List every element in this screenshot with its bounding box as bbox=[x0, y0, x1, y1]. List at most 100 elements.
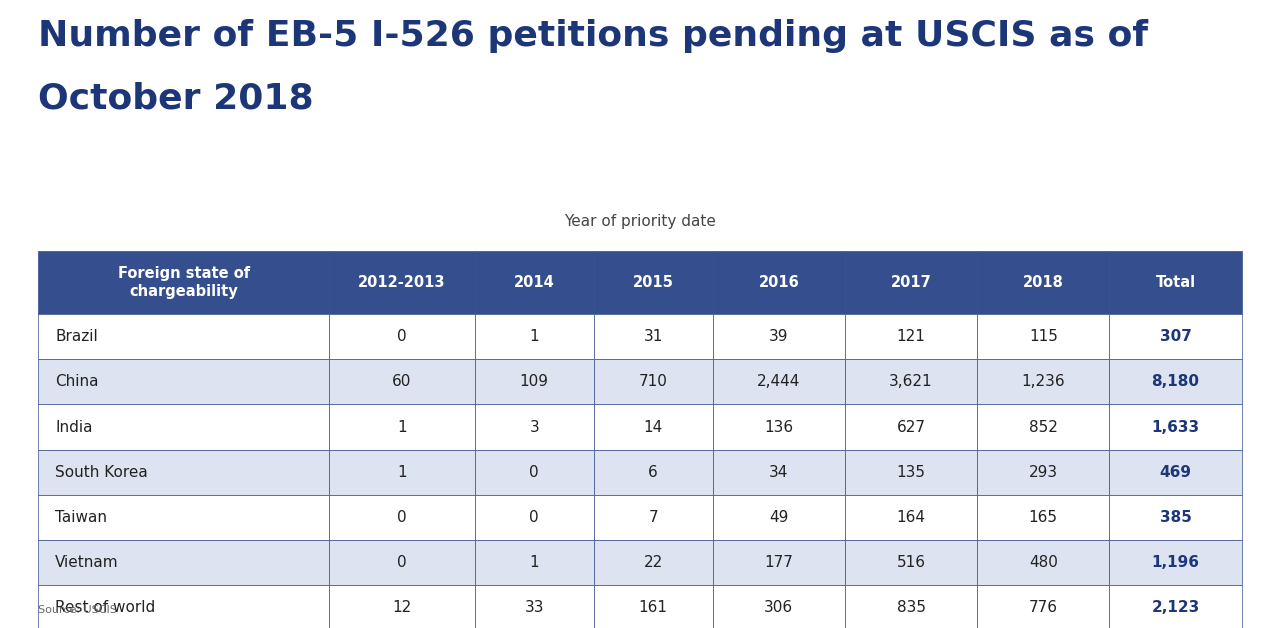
FancyBboxPatch shape bbox=[594, 585, 713, 628]
Text: 2017: 2017 bbox=[891, 275, 932, 290]
Text: India: India bbox=[55, 420, 92, 435]
Text: 385: 385 bbox=[1160, 510, 1192, 525]
FancyBboxPatch shape bbox=[594, 251, 713, 314]
FancyBboxPatch shape bbox=[977, 450, 1110, 495]
Text: 14: 14 bbox=[644, 420, 663, 435]
Text: 2,123: 2,123 bbox=[1152, 600, 1199, 615]
Text: 161: 161 bbox=[639, 600, 668, 615]
FancyBboxPatch shape bbox=[38, 251, 329, 314]
Text: 306: 306 bbox=[764, 600, 794, 615]
FancyBboxPatch shape bbox=[594, 540, 713, 585]
FancyBboxPatch shape bbox=[329, 540, 475, 585]
FancyBboxPatch shape bbox=[38, 495, 329, 540]
Text: 135: 135 bbox=[896, 465, 925, 480]
Text: 2012-2013: 2012-2013 bbox=[358, 275, 445, 290]
Text: 1,633: 1,633 bbox=[1152, 420, 1199, 435]
FancyBboxPatch shape bbox=[475, 404, 594, 450]
Text: 177: 177 bbox=[764, 555, 794, 570]
FancyBboxPatch shape bbox=[713, 450, 845, 495]
FancyBboxPatch shape bbox=[845, 314, 977, 359]
FancyBboxPatch shape bbox=[845, 495, 977, 540]
Text: 2018: 2018 bbox=[1023, 275, 1064, 290]
FancyBboxPatch shape bbox=[713, 540, 845, 585]
Text: 627: 627 bbox=[896, 420, 925, 435]
Text: 307: 307 bbox=[1160, 329, 1192, 344]
FancyBboxPatch shape bbox=[329, 251, 475, 314]
Text: 34: 34 bbox=[769, 465, 788, 480]
FancyBboxPatch shape bbox=[1110, 450, 1242, 495]
Text: Number of EB-5 I-526 petitions pending at USCIS as of: Number of EB-5 I-526 petitions pending a… bbox=[38, 19, 1148, 53]
Text: 115: 115 bbox=[1029, 329, 1057, 344]
Text: 136: 136 bbox=[764, 420, 794, 435]
FancyBboxPatch shape bbox=[594, 359, 713, 404]
FancyBboxPatch shape bbox=[977, 251, 1110, 314]
Text: Total: Total bbox=[1156, 275, 1196, 290]
FancyBboxPatch shape bbox=[977, 540, 1110, 585]
Text: 165: 165 bbox=[1029, 510, 1057, 525]
Text: 60: 60 bbox=[392, 374, 412, 389]
FancyBboxPatch shape bbox=[713, 314, 845, 359]
FancyBboxPatch shape bbox=[475, 540, 594, 585]
FancyBboxPatch shape bbox=[845, 251, 977, 314]
FancyBboxPatch shape bbox=[1110, 495, 1242, 540]
FancyBboxPatch shape bbox=[329, 314, 475, 359]
Text: 0: 0 bbox=[397, 555, 407, 570]
FancyBboxPatch shape bbox=[1110, 359, 1242, 404]
Text: Taiwan: Taiwan bbox=[55, 510, 108, 525]
Text: 8,180: 8,180 bbox=[1152, 374, 1199, 389]
Text: 1,236: 1,236 bbox=[1021, 374, 1065, 389]
Text: 164: 164 bbox=[896, 510, 925, 525]
Text: 2014: 2014 bbox=[513, 275, 554, 290]
Text: 1: 1 bbox=[397, 465, 407, 480]
Text: 1: 1 bbox=[530, 329, 539, 344]
Text: 6: 6 bbox=[649, 465, 658, 480]
Text: 852: 852 bbox=[1029, 420, 1057, 435]
Text: 293: 293 bbox=[1029, 465, 1057, 480]
FancyBboxPatch shape bbox=[38, 359, 329, 404]
FancyBboxPatch shape bbox=[38, 404, 329, 450]
FancyBboxPatch shape bbox=[713, 251, 845, 314]
Text: 1: 1 bbox=[397, 420, 407, 435]
FancyBboxPatch shape bbox=[329, 404, 475, 450]
FancyBboxPatch shape bbox=[845, 450, 977, 495]
FancyBboxPatch shape bbox=[713, 404, 845, 450]
FancyBboxPatch shape bbox=[475, 359, 594, 404]
FancyBboxPatch shape bbox=[977, 359, 1110, 404]
Text: 0: 0 bbox=[397, 329, 407, 344]
Text: Source: USCIS: Source: USCIS bbox=[38, 605, 118, 615]
Text: 33: 33 bbox=[525, 600, 544, 615]
FancyBboxPatch shape bbox=[845, 540, 977, 585]
Text: Brazil: Brazil bbox=[55, 329, 97, 344]
Text: 480: 480 bbox=[1029, 555, 1057, 570]
Text: 31: 31 bbox=[644, 329, 663, 344]
FancyBboxPatch shape bbox=[475, 251, 594, 314]
Text: 2015: 2015 bbox=[632, 275, 673, 290]
Text: 3: 3 bbox=[530, 420, 539, 435]
FancyBboxPatch shape bbox=[845, 359, 977, 404]
Text: 835: 835 bbox=[896, 600, 925, 615]
Text: Rest of world: Rest of world bbox=[55, 600, 155, 615]
Text: Vietnam: Vietnam bbox=[55, 555, 119, 570]
Text: 1: 1 bbox=[530, 555, 539, 570]
FancyBboxPatch shape bbox=[475, 585, 594, 628]
Text: 469: 469 bbox=[1160, 465, 1192, 480]
FancyBboxPatch shape bbox=[1110, 540, 1242, 585]
FancyBboxPatch shape bbox=[38, 585, 329, 628]
Text: Year of priority date: Year of priority date bbox=[564, 214, 716, 229]
Text: 2016: 2016 bbox=[759, 275, 799, 290]
Text: China: China bbox=[55, 374, 99, 389]
FancyBboxPatch shape bbox=[329, 585, 475, 628]
Text: 1,196: 1,196 bbox=[1152, 555, 1199, 570]
FancyBboxPatch shape bbox=[845, 585, 977, 628]
FancyBboxPatch shape bbox=[713, 585, 845, 628]
FancyBboxPatch shape bbox=[475, 450, 594, 495]
FancyBboxPatch shape bbox=[977, 495, 1110, 540]
FancyBboxPatch shape bbox=[329, 359, 475, 404]
Text: October 2018: October 2018 bbox=[38, 82, 314, 116]
FancyBboxPatch shape bbox=[977, 585, 1110, 628]
FancyBboxPatch shape bbox=[594, 450, 713, 495]
Text: 22: 22 bbox=[644, 555, 663, 570]
FancyBboxPatch shape bbox=[38, 314, 329, 359]
FancyBboxPatch shape bbox=[329, 495, 475, 540]
Text: 121: 121 bbox=[896, 329, 925, 344]
